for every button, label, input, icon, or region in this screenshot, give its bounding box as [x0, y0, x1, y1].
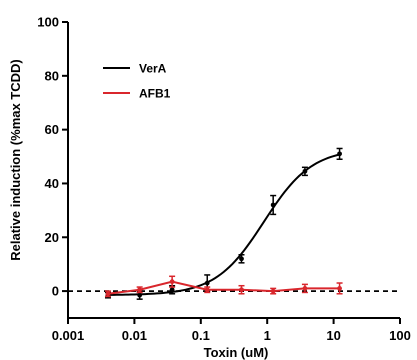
series-line-afb1 — [107, 280, 340, 295]
data-point-vera-4 — [239, 256, 244, 262]
plot-frame — [67, 22, 400, 319]
data-point-afb1-1 — [137, 287, 143, 293]
data-point-afb1-2 — [169, 279, 175, 285]
series-layer — [104, 147, 343, 300]
data-point-vera-7 — [337, 151, 342, 157]
x-tick-label-0.1: 0.1 — [192, 328, 210, 343]
x-tick-label-0.01: 0.01 — [122, 328, 147, 343]
series-vera — [104, 147, 343, 300]
y-tick-label-40: 40 — [45, 176, 59, 191]
data-point-afb1-7 — [337, 286, 342, 291]
series-afb1 — [104, 275, 343, 298]
data-point-vera-3 — [204, 280, 210, 286]
x-tick-label-0.001: 0.001 — [52, 328, 85, 343]
x-tick-label-10: 10 — [326, 328, 340, 343]
legend-label-vera: VerA — [139, 62, 167, 76]
x-tick-label-1: 1 — [264, 328, 271, 343]
x-axis-label: Toxin (uM) — [204, 345, 269, 360]
data-point-vera-2 — [169, 287, 175, 293]
legend: VerA AFB1 — [103, 62, 171, 101]
y-tick-label-0: 0 — [52, 284, 59, 299]
data-point-afb1-0 — [105, 291, 111, 297]
data-point-vera-5 — [270, 202, 276, 208]
data-point-afb1-6 — [302, 286, 308, 291]
legend-label-afb1: AFB1 — [139, 87, 171, 101]
series-line-vera — [107, 153, 340, 296]
y-tick-label-20: 20 — [45, 230, 59, 245]
data-point-afb1-4 — [239, 287, 244, 293]
axis-ticks: 0 20 40 60 80 100 0.001 0.01 0.1 1 10 100 — [37, 15, 411, 344]
y-tick-label-100: 100 — [37, 15, 59, 30]
data-point-afb1-5 — [270, 288, 276, 294]
y-tick-label-60: 60 — [45, 122, 59, 137]
data-point-vera-6 — [302, 168, 308, 174]
data-point-afb1-3 — [204, 287, 210, 293]
y-tick-label-80: 80 — [45, 68, 59, 83]
x-tick-label-100: 100 — [389, 328, 411, 343]
y-axis-label: Relative induction (%max TCDD) — [8, 59, 23, 261]
data-point-vera-1 — [137, 292, 143, 298]
